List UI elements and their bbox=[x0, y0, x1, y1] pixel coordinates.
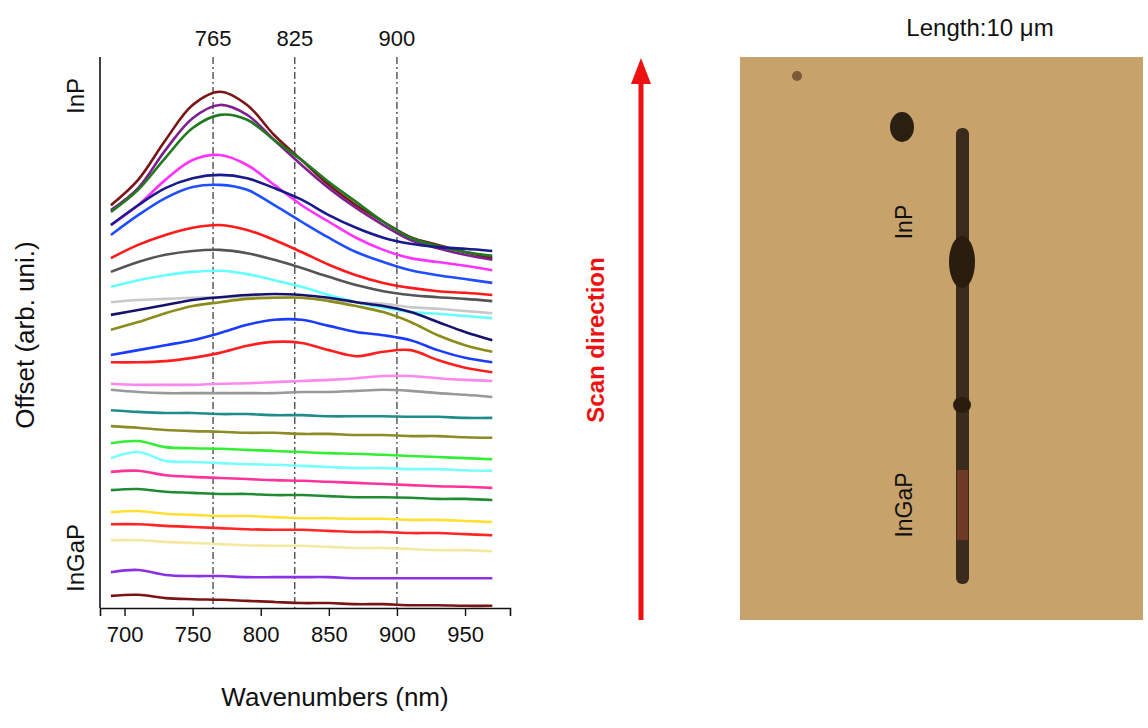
region-label: InGaP bbox=[62, 524, 89, 592]
x-tick-label: 800 bbox=[243, 622, 280, 647]
x-tick: 700 bbox=[107, 608, 144, 647]
micrograph-background bbox=[740, 57, 1143, 620]
spectrum-line bbox=[111, 452, 492, 471]
x-tick: 850 bbox=[311, 608, 348, 647]
nanowire-knot bbox=[949, 236, 975, 288]
x-tick-mark bbox=[329, 608, 330, 616]
reference-line bbox=[396, 57, 397, 608]
reference-line bbox=[212, 57, 213, 608]
spectrum-line bbox=[111, 376, 492, 385]
scan-arrow-shaft bbox=[639, 80, 644, 620]
x-axis-title: Wavenumbers (nm) bbox=[221, 682, 448, 712]
x-tick-label: 950 bbox=[447, 622, 484, 647]
spectrum-line bbox=[111, 595, 492, 606]
micrograph-label: InGaP bbox=[891, 472, 917, 537]
x-axis: 700 750 800 850 900 950 bbox=[101, 608, 511, 647]
spectrum-line bbox=[111, 540, 492, 551]
spectrum-line bbox=[111, 225, 492, 295]
spectrum-line bbox=[111, 524, 492, 535]
x-tick-mark bbox=[261, 608, 262, 616]
spectrum-line bbox=[111, 319, 492, 362]
x-tick-label: 700 bbox=[107, 622, 144, 647]
spectrum-line bbox=[111, 410, 492, 418]
spectrum-line bbox=[111, 511, 492, 522]
scan-arrow-head bbox=[631, 58, 651, 84]
spectrum-line bbox=[111, 570, 492, 578]
nanowire-section bbox=[957, 470, 968, 540]
region-label: InP bbox=[62, 78, 89, 114]
spectrum-line bbox=[111, 471, 492, 488]
micrograph bbox=[740, 57, 1143, 620]
x-tick-label: 900 bbox=[379, 622, 416, 647]
y-axis-title: Offset (arb. uni.) bbox=[10, 241, 40, 428]
spectrum-line bbox=[111, 426, 492, 438]
x-tick: 900 bbox=[379, 608, 416, 647]
x-tick-mark bbox=[397, 608, 398, 616]
x-tick-mark bbox=[124, 608, 125, 616]
reference-label: 900 bbox=[379, 26, 416, 51]
reference-line bbox=[294, 57, 295, 608]
spectrum-line bbox=[111, 441, 492, 459]
x-tick-label: 750 bbox=[175, 622, 212, 647]
micrograph-caption: Length:10 μm bbox=[906, 14, 1053, 41]
plot-area bbox=[111, 57, 492, 608]
spectrum-line bbox=[111, 342, 492, 373]
reference-label: 765 bbox=[195, 26, 232, 51]
spectrum-line bbox=[111, 105, 492, 260]
spectrum-line bbox=[111, 489, 492, 500]
x-tick: 800 bbox=[243, 608, 280, 647]
x-tick: 950 bbox=[447, 608, 484, 647]
micrograph-label: InP bbox=[891, 205, 917, 240]
y-axis-line bbox=[99, 57, 101, 608]
nanowire-knot bbox=[953, 397, 971, 413]
scan-label: Scan direction bbox=[582, 257, 609, 422]
spectrum-line bbox=[111, 175, 492, 251]
nanowire bbox=[956, 128, 969, 584]
x-tick-mark bbox=[192, 608, 193, 616]
x-tick: 750 bbox=[175, 608, 212, 647]
micrograph-speck bbox=[792, 71, 802, 81]
micrograph-particle bbox=[890, 112, 914, 142]
figure: 765 825 900 700 750 800 850 900 950 Wavenumbers (… bbox=[0, 0, 1148, 728]
reference-label: 825 bbox=[276, 26, 313, 51]
x-tick-mark bbox=[465, 608, 466, 616]
spectrum-line bbox=[111, 390, 492, 397]
x-axis-line bbox=[101, 609, 511, 617]
x-tick-label: 850 bbox=[311, 622, 348, 647]
